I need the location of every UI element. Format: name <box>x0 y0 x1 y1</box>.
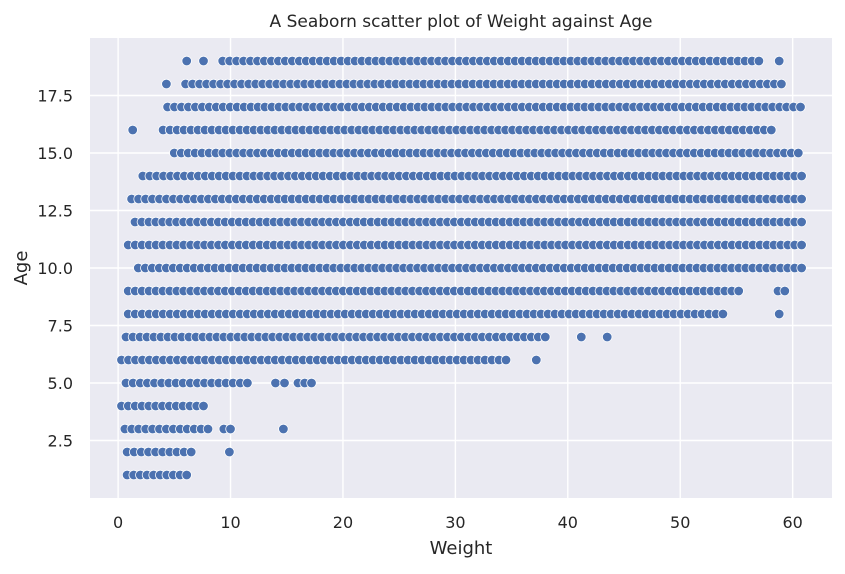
data-point <box>776 78 787 90</box>
data-point <box>531 354 542 366</box>
data-point <box>774 55 785 67</box>
x-tick-labels: 0 10 20 30 40 50 60 <box>113 513 803 532</box>
data-point <box>306 377 317 389</box>
data-point <box>576 331 587 343</box>
x-tick-label: 40 <box>558 513 578 532</box>
x-tick-label: 60 <box>782 513 802 532</box>
y-tick-label: 5.0 <box>48 374 73 393</box>
data-point <box>796 193 807 205</box>
data-point <box>224 446 235 458</box>
data-point <box>796 262 807 274</box>
x-tick-label: 30 <box>445 513 465 532</box>
data-point <box>796 216 807 228</box>
data-point <box>198 55 209 67</box>
y-axis-label: Age <box>11 251 32 286</box>
data-point <box>540 331 551 343</box>
x-tick-label: 10 <box>220 513 240 532</box>
data-point <box>774 308 785 320</box>
data-point <box>225 423 236 435</box>
data-point <box>795 101 806 113</box>
data-point <box>127 124 138 136</box>
y-tick-label: 7.5 <box>48 317 73 336</box>
y-tick-label: 17.5 <box>37 87 73 106</box>
data-point <box>779 285 791 297</box>
data-point <box>198 400 209 412</box>
data-point <box>270 377 281 389</box>
data-point <box>733 285 744 297</box>
data-point <box>279 377 290 389</box>
data-point <box>796 239 807 251</box>
y-tick-label: 10.0 <box>37 259 73 278</box>
y-tick-label: 2.5 <box>48 432 73 451</box>
data-point <box>278 423 289 435</box>
data-point <box>766 124 777 136</box>
data-point <box>793 147 804 159</box>
data-point <box>185 446 197 458</box>
x-tick-label: 0 <box>113 513 123 532</box>
points-layer <box>116 55 807 481</box>
y-tick-labels: 2.5 5.0 7.5 10.0 12.5 15.0 17.5 <box>37 87 73 451</box>
x-axis-label: Weight <box>430 538 493 559</box>
data-point <box>602 331 613 343</box>
y-tick-label: 12.5 <box>37 202 73 221</box>
y-tick-label: 15.0 <box>37 144 73 163</box>
x-tick-label: 20 <box>333 513 353 532</box>
data-point <box>242 377 253 389</box>
data-point <box>796 170 807 182</box>
data-point <box>161 78 172 90</box>
x-tick-label: 50 <box>670 513 690 532</box>
data-point <box>181 469 192 481</box>
data-point <box>181 55 192 67</box>
data-point <box>753 55 765 67</box>
data-point <box>202 423 214 435</box>
chart-title: A Seaborn scatter plot of Weight against… <box>270 12 653 32</box>
data-point <box>717 308 729 320</box>
data-point <box>500 354 512 366</box>
